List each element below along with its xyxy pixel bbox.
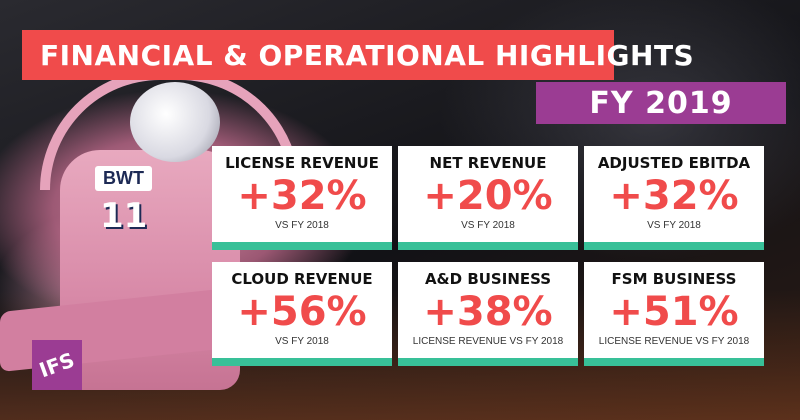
ifs-logo: IFS [32, 340, 82, 390]
period-label: FY 2019 [589, 85, 733, 121]
highlight-card-ad-business: A&D BUSINESS +38% LICENSE REVENUE VS FY … [398, 262, 578, 366]
car-sponsor-logo: BWT [95, 166, 152, 191]
highlight-card-net-revenue: NET REVENUE +20% VS FY 2018 [398, 146, 578, 250]
page-title: FINANCIAL & OPERATIONAL HIGHLIGHTS [40, 38, 695, 72]
card-comparison: VS FY 2018 [275, 220, 329, 231]
card-label: FSM BUSINESS [611, 270, 737, 288]
logo-text: IFS [36, 347, 78, 383]
card-comparison: LICENSE REVENUE VS FY 2018 [412, 336, 564, 347]
card-comparison: VS FY 2018 [275, 336, 329, 347]
card-comparison: VS FY 2018 [461, 220, 515, 231]
card-label: CLOUD REVENUE [231, 270, 373, 288]
card-label: LICENSE REVENUE [225, 154, 379, 172]
card-value: +20% [423, 173, 553, 219]
card-value: +56% [237, 289, 367, 335]
card-value: +32% [237, 173, 367, 219]
highlight-card-adjusted-ebitda: ADJUSTED EBITDA +32% VS FY 2018 [584, 146, 764, 250]
card-value: +38% [423, 289, 553, 335]
card-value: +51% [609, 289, 739, 335]
highlight-card-fsm-business: FSM BUSINESS +51% LICENSE REVENUE VS FY … [584, 262, 764, 366]
highlight-card-license-revenue: LICENSE REVENUE +32% VS FY 2018 [212, 146, 392, 250]
card-label: NET REVENUE [429, 154, 547, 172]
period-banner: FY 2019 [536, 82, 786, 124]
card-comparison: LICENSE REVENUE VS FY 2018 [598, 336, 750, 347]
card-value: +32% [609, 173, 739, 219]
card-label: ADJUSTED EBITDA [597, 154, 751, 172]
card-label: A&D BUSINESS [424, 270, 552, 288]
highlight-card-cloud-revenue: CLOUD REVENUE +56% VS FY 2018 [212, 262, 392, 366]
car-number: 11 [100, 196, 148, 236]
card-comparison: VS FY 2018 [647, 220, 701, 231]
title-banner: FINANCIAL & OPERATIONAL HIGHLIGHTS [22, 30, 694, 80]
driver-helmet [130, 82, 220, 162]
